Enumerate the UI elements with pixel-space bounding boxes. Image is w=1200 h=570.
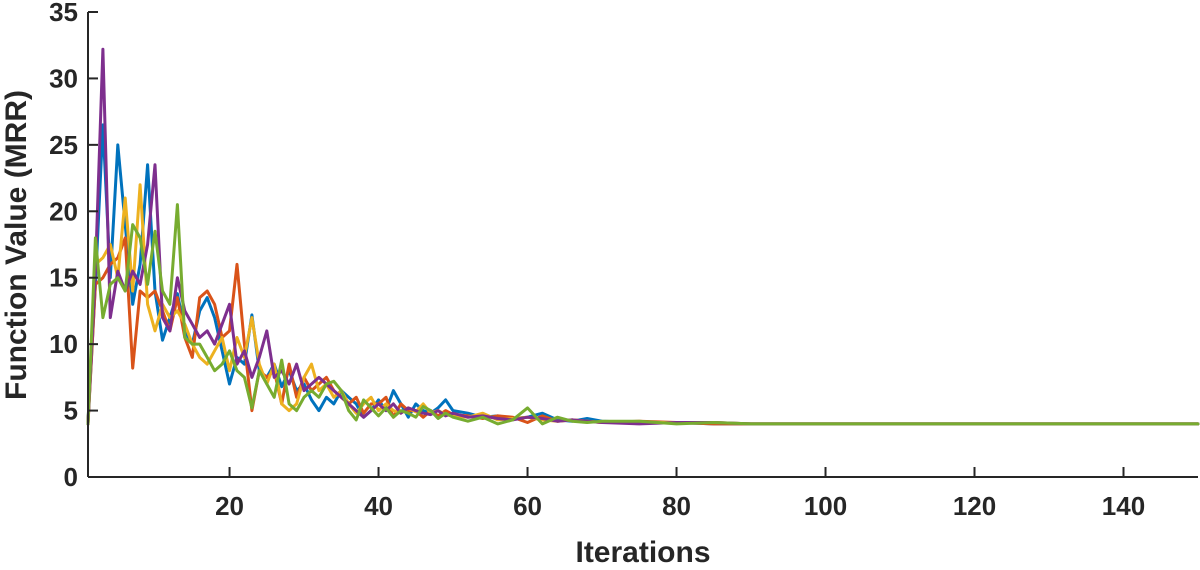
series-line-4	[86, 47, 1200, 426]
plot-frame	[87, 12, 1198, 478]
y-tick-label: 25	[49, 130, 78, 160]
plot-area: 20 40 60 80 100 120 140 0 5 10 15 20 25 30 35	[49, 0, 1200, 521]
x-tick-label: 120	[953, 491, 996, 521]
y-tick-label: 35	[49, 0, 78, 27]
y-tick-label: 20	[49, 196, 78, 226]
x-axis-label: Iterations	[575, 536, 710, 569]
y-tick-label: 0	[64, 462, 78, 492]
x-tick-label: 40	[364, 491, 393, 521]
x-tick-label: 80	[662, 491, 691, 521]
x-tick-label: 60	[513, 491, 542, 521]
y-tick-label: 10	[49, 329, 78, 359]
x-tick-label: 20	[215, 491, 244, 521]
series-lines	[86, 47, 1200, 426]
y-tick-label: 30	[49, 63, 78, 93]
y-axis: 0 5 10 15 20 25 30 35	[49, 0, 98, 492]
x-tick-label: 100	[804, 491, 847, 521]
y-tick-label: 15	[49, 263, 78, 293]
x-tick-label: 140	[1102, 491, 1145, 521]
y-tick-label: 5	[64, 396, 78, 426]
y-axis-label: Function Value (MRR)	[0, 90, 33, 400]
x-axis: 20 40 60 80 100 120 140	[215, 467, 1145, 521]
series-line-1	[86, 123, 1200, 426]
series-line-5	[86, 203, 1200, 426]
